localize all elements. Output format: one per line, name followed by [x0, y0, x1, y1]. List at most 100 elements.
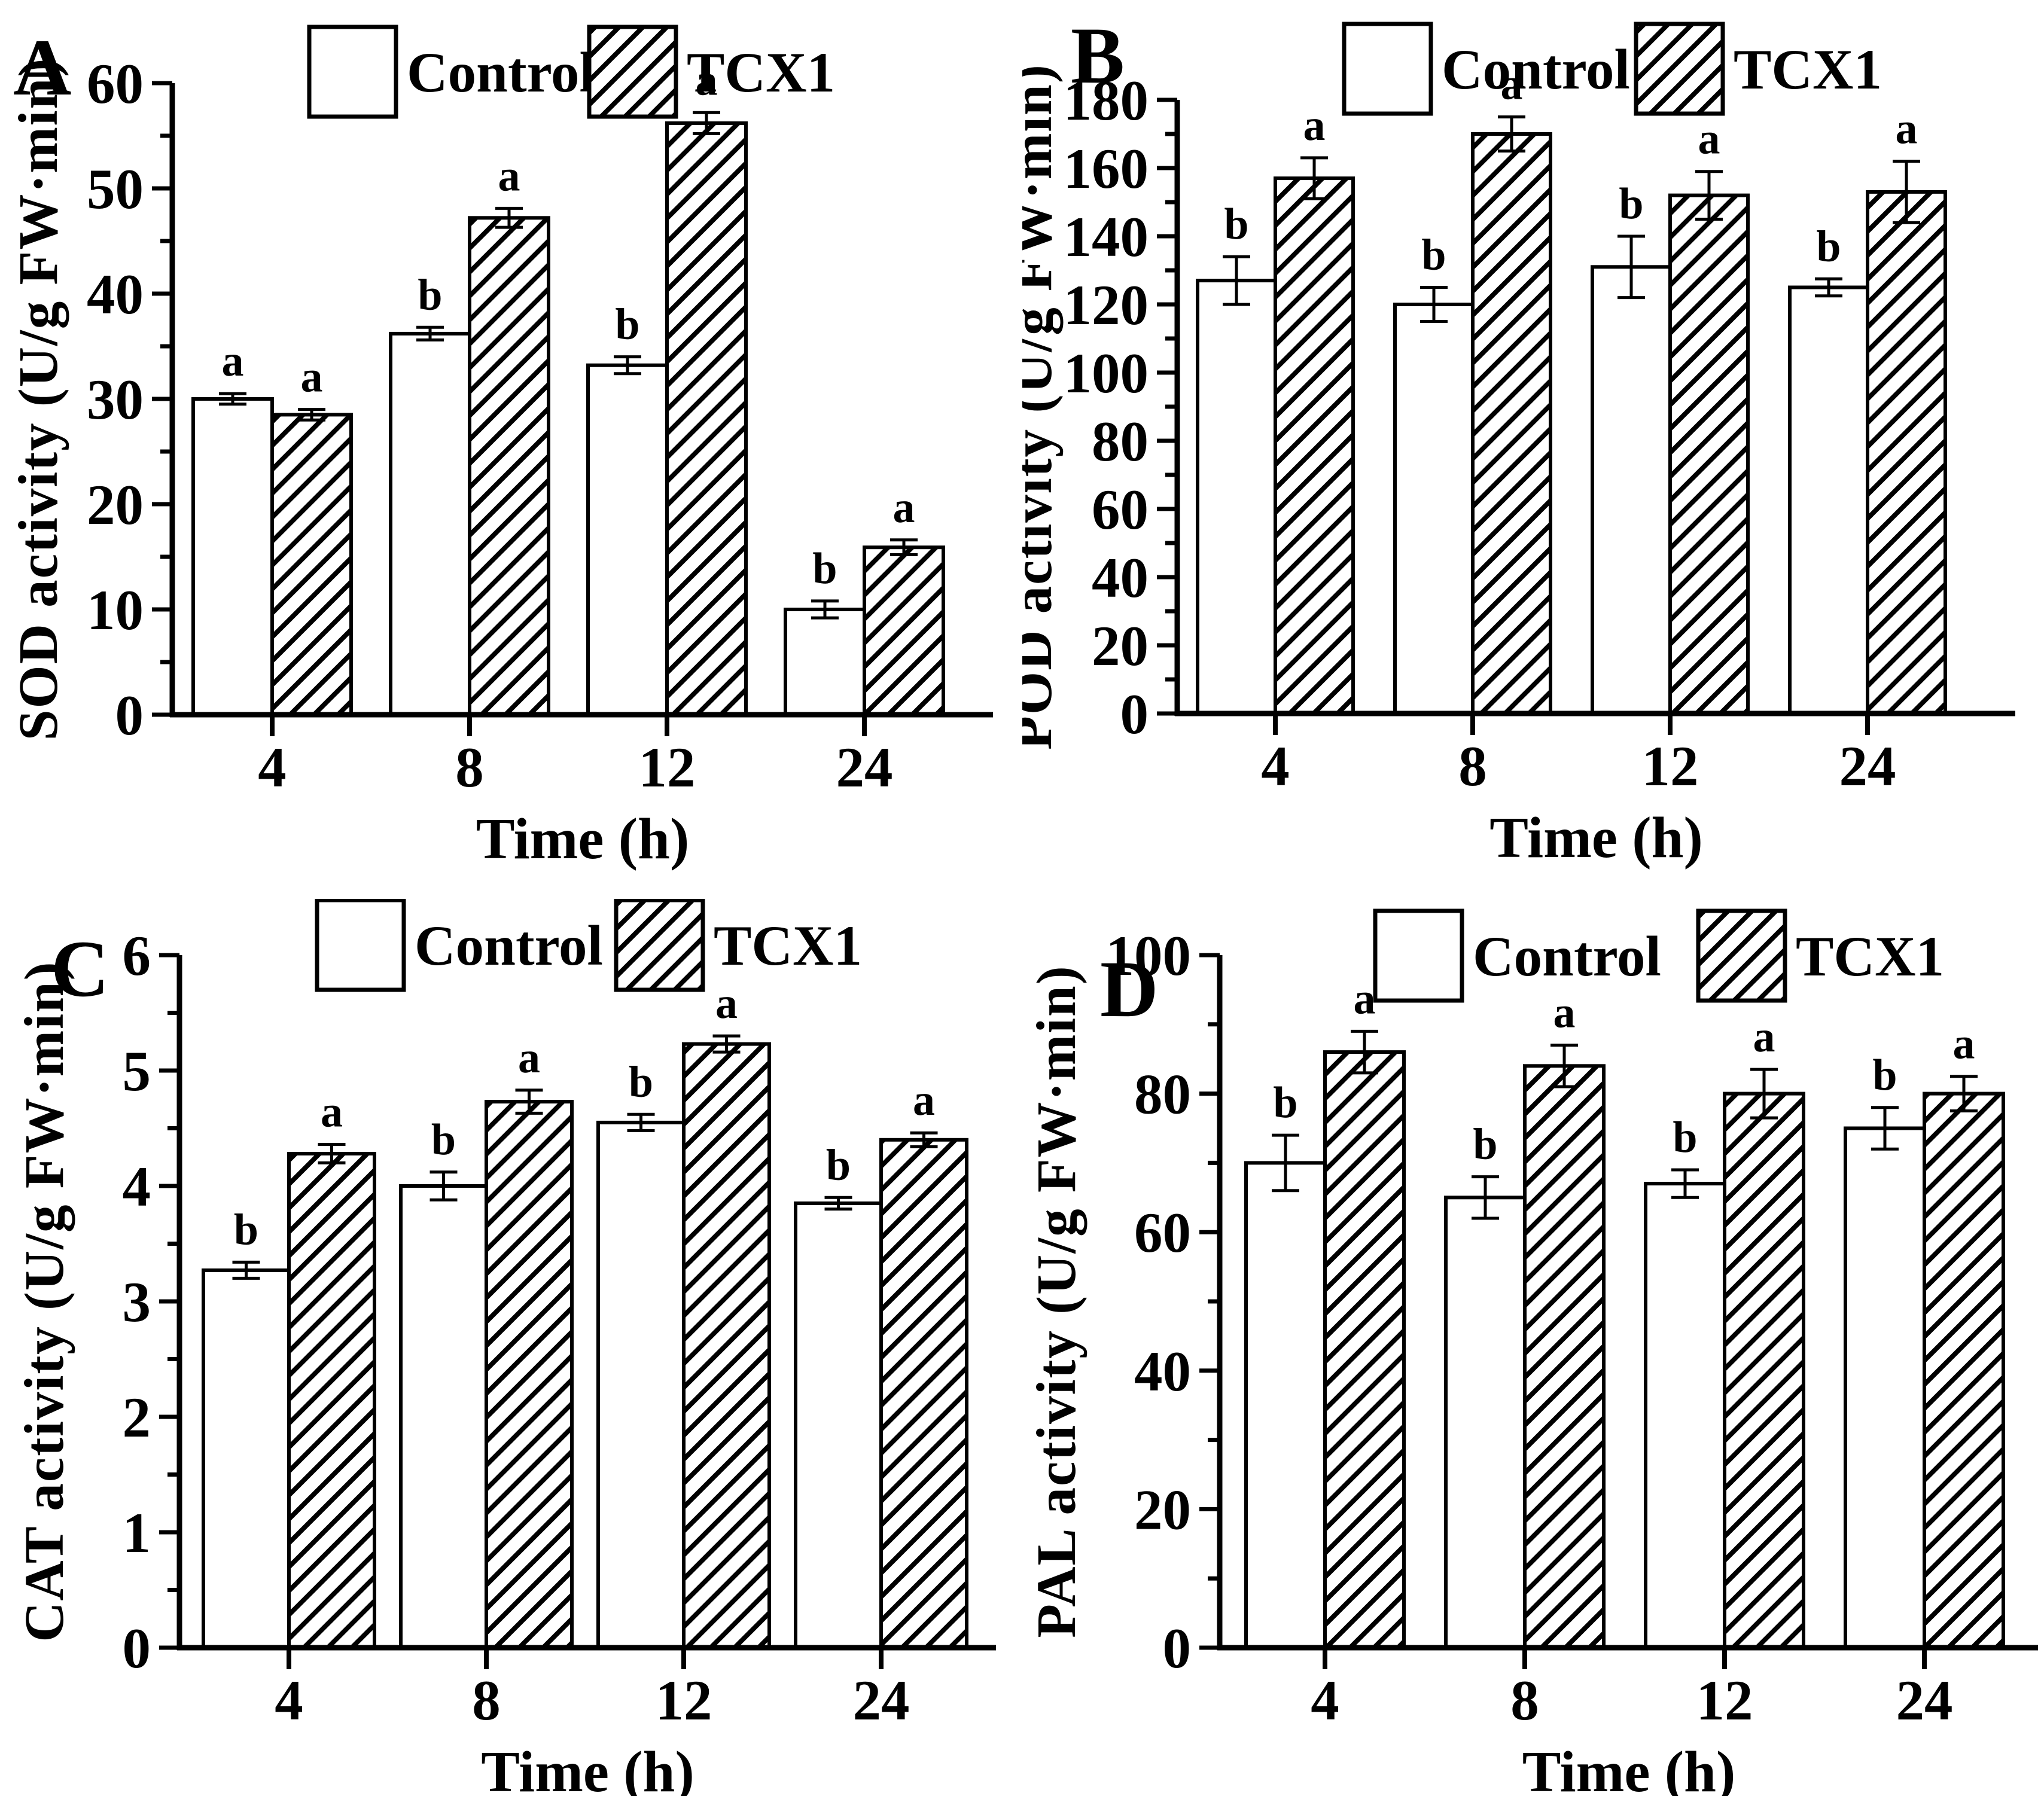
y-tick-label: 0: [1120, 682, 1149, 746]
y-tick-label: 50: [87, 157, 144, 221]
significance-letter: a: [518, 1033, 540, 1083]
y-axis-title: POD activity (U/g FW·min): [1022, 63, 1064, 750]
legend-label-tcx1: TCX1: [1734, 38, 1882, 101]
significance-letter: a: [1753, 1013, 1775, 1062]
significance-letter: b: [1872, 1051, 1897, 1100]
y-tick-label: 100: [1064, 341, 1149, 405]
bar-tcx1-12h: [1723, 1091, 1805, 1650]
significance-letter: b: [1673, 1113, 1697, 1162]
y-tick-label: 2: [123, 1386, 151, 1449]
error-bar: [298, 408, 325, 422]
x-tick-label: 12: [1696, 1669, 1753, 1732]
x-tick-label: 4: [1311, 1669, 1339, 1732]
y-tick-label: 20: [1092, 614, 1149, 678]
error-bar: [824, 1196, 852, 1211]
legend-label-tcx1: TCX1: [687, 41, 835, 104]
significance-letter: a: [696, 56, 718, 105]
panel-b-pod-chart: B Control TCX1 b a b a b a b a 0 20 40 60 80 100 120 140 16…: [1022, 0, 2044, 897]
y-tick-label: 30: [87, 368, 144, 431]
significance-letter: b: [1224, 200, 1248, 249]
bar-control-4h: [1196, 279, 1277, 716]
bar-tcx1-12h: [665, 121, 748, 716]
bar-control-4h: [1244, 1161, 1327, 1649]
chart-svg: D Control TCX1 b a b a b a b a 0 20 40 60 80 100 4 8 12 24 Ti…: [1026, 908, 2038, 1796]
error-bar: [1671, 1168, 1699, 1199]
bar-tcx1-24h: [1923, 1091, 2005, 1650]
significance-letter: b: [629, 1057, 653, 1106]
y-tick-label: 140: [1064, 205, 1149, 269]
y-tick-label: 60: [1134, 1201, 1191, 1264]
error-bar: [1871, 1106, 1899, 1151]
significance-letter: a: [498, 151, 520, 200]
bar-tcx1-4h: [270, 413, 353, 717]
legend-swatch-control: [315, 899, 406, 992]
significance-letter: b: [1473, 1120, 1497, 1169]
significance-letter: a: [1553, 989, 1576, 1038]
legend-label-tcx1: TCX1: [1796, 925, 1944, 988]
error-bar: [429, 1170, 458, 1202]
significance-letter: a: [913, 1076, 935, 1125]
panel-letter: B: [1071, 11, 1125, 100]
error-bar: [1750, 1068, 1778, 1120]
error-bar: [712, 1034, 741, 1054]
legend-label-control: Control: [1442, 38, 1630, 101]
error-bar: [1695, 170, 1723, 221]
bar-control-24h: [784, 608, 866, 716]
x-tick-label: 4: [1261, 734, 1290, 798]
x-tick-label: 12: [1642, 734, 1699, 798]
bar-control-12h: [586, 363, 669, 716]
x-tick-label: 4: [275, 1669, 303, 1732]
x-tick-label: 24: [853, 1669, 910, 1732]
significance-letter: b: [1816, 222, 1841, 271]
significance-letter: a: [893, 483, 915, 532]
error-bar: [318, 1143, 346, 1164]
legend-label-control: Control: [1473, 925, 1661, 988]
y-axis-title: SOD activity (U/g FW·min): [8, 57, 69, 741]
y-tick-label: 0: [1163, 1617, 1192, 1680]
y-tick-label: 60: [87, 52, 144, 115]
y-tick-label: 20: [1134, 1478, 1191, 1541]
error-bar: [811, 599, 839, 620]
x-tick-label: 12: [656, 1669, 712, 1732]
bar-control-8h: [1444, 1196, 1527, 1649]
error-bar: [1472, 1175, 1499, 1220]
x-tick-label: 24: [1896, 1669, 1953, 1732]
error-bar: [1272, 1133, 1299, 1193]
error-bar: [219, 392, 246, 406]
y-tick-label: 0: [123, 1617, 151, 1680]
legend-label-control: Control: [407, 41, 595, 104]
y-tick-label: 180: [1064, 69, 1149, 132]
x-axis-title: Time (h): [1489, 806, 1703, 870]
error-bar: [1893, 160, 1920, 224]
y-tick-label: 40: [1092, 546, 1149, 609]
x-tick-label: 24: [836, 736, 893, 799]
x-tick-label: 8: [1458, 734, 1487, 798]
legend-label-tcx1: TCX1: [714, 914, 862, 977]
bar-control-12h: [1644, 1182, 1726, 1650]
y-tick-label: 160: [1064, 137, 1149, 200]
y-tick-label: 1: [123, 1501, 151, 1565]
significance-letter: a: [1698, 115, 1720, 164]
significance-letter: b: [1619, 179, 1643, 228]
panel-letter: A: [13, 23, 72, 112]
error-bar: [627, 1112, 655, 1132]
bar-tcx1-24h: [879, 1138, 968, 1649]
error-bar: [1950, 1075, 1978, 1112]
error-bar: [495, 206, 523, 229]
legend-swatch-tcx1: [1696, 908, 1787, 1003]
significance-letter: a: [715, 979, 738, 1028]
significance-letter: b: [826, 1141, 851, 1190]
error-bar: [1815, 277, 1842, 298]
bar-tcx1-24h: [863, 545, 945, 716]
significance-letter: b: [615, 300, 639, 349]
bar-tcx1-4h: [287, 1152, 376, 1649]
x-axis-title: Time (h): [481, 1740, 694, 1796]
y-tick-label: 100: [1106, 924, 1192, 987]
bar-control-8h: [389, 331, 471, 716]
y-tick-label: 60: [1092, 478, 1149, 541]
x-tick-label: 8: [455, 736, 484, 799]
y-tick-label: 40: [87, 263, 144, 326]
significance-letter: a: [301, 353, 323, 402]
error-bar: [1498, 115, 1525, 153]
x-axis-title: Time (h): [476, 807, 690, 871]
